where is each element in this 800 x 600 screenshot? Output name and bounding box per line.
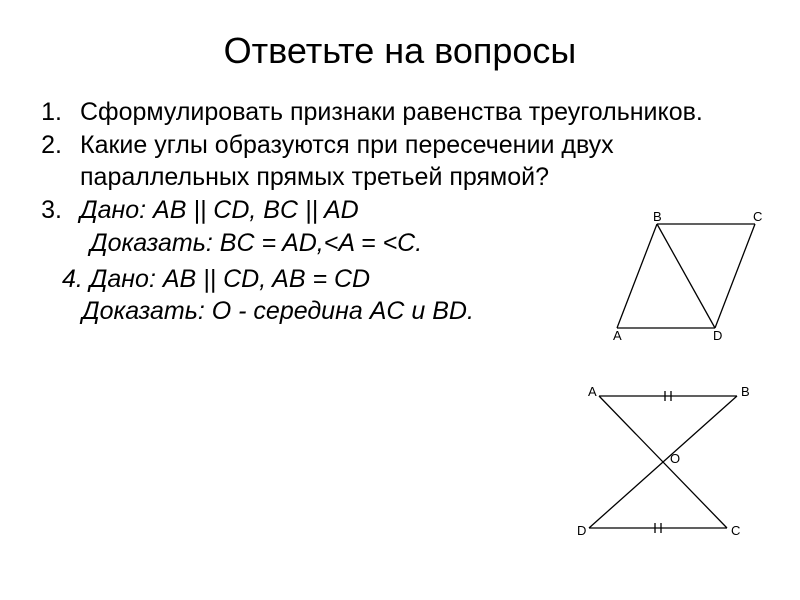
svg-text:D: D	[577, 523, 586, 538]
svg-text:A: A	[613, 328, 622, 343]
svg-text:B: B	[741, 384, 750, 399]
parallelogram-diagram: A B C D	[605, 210, 765, 350]
intersecting-segments-diagram: A B C D O	[577, 380, 752, 555]
page-title: Ответьте на вопросы	[0, 0, 800, 97]
svg-text:D: D	[713, 328, 722, 343]
svg-text:B: B	[653, 210, 662, 224]
item-number: 2.	[40, 130, 80, 193]
svg-text:C: C	[731, 523, 740, 538]
svg-text:A: A	[588, 384, 597, 399]
item-text: Сформулировать признаки равенства треуго…	[80, 97, 760, 128]
item-number: 3.	[40, 195, 80, 226]
parallelogram-svg: A B C D	[605, 210, 765, 345]
svg-text:O: O	[670, 451, 680, 466]
item-text: Какие углы образуются при пересечении дв…	[80, 130, 760, 193]
list-item: 1. Сформулировать признаки равенства тре…	[40, 97, 760, 128]
list-item: 2. Какие углы образуются при пересечении…	[40, 130, 760, 193]
intersecting-svg: A B C D O	[577, 380, 752, 550]
svg-text:C: C	[753, 210, 762, 224]
item-number: 1.	[40, 97, 80, 128]
